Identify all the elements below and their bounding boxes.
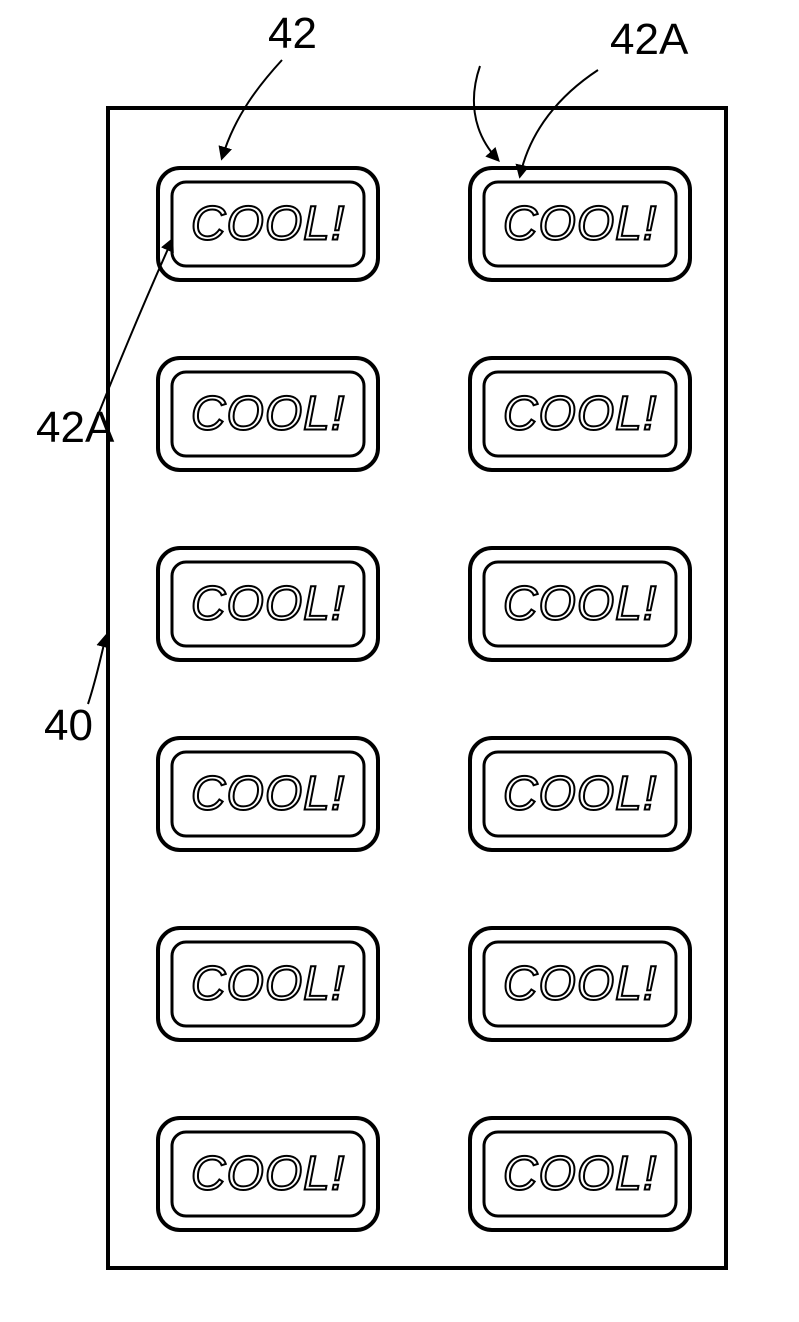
callout-label: 42A [36,403,115,452]
callout-label: 42 [268,9,317,58]
label-box: COOL! [158,548,378,660]
label-box-text: COOL! [191,578,345,631]
callout-42A-left: 42A [36,240,172,452]
label-box-text: COOL! [191,388,345,441]
callout-leader [88,636,106,704]
label-box-text: COOL! [503,1148,657,1201]
label-box: COOL! [158,1118,378,1230]
figure-canvas: COOL! COOL! COOL! COOL! COOL! COOL! COOL! COOL!… [0,0,799,1322]
callout-42-left: 42 [222,9,317,158]
label-box: COOL! [470,928,690,1040]
callout-leader [520,70,598,176]
figure-svg: COOL! COOL! COOL! COOL! COOL! COOL! COOL! COOL!… [0,0,799,1322]
label-box: COOL! [470,358,690,470]
label-box-text: COOL! [191,1148,345,1201]
callout-40: 40 [44,636,106,750]
label-box: COOL! [470,738,690,850]
label-box: COOL! [470,548,690,660]
label-box-text: COOL! [191,198,345,251]
label-box: COOL! [158,168,378,280]
callout-label: 40 [44,701,93,750]
label-box: COOL! [470,168,690,280]
label-box-text: COOL! [503,958,657,1011]
callout-42-right [474,66,498,160]
callout-label: 42A [610,15,689,64]
label-box-text: COOL! [503,198,657,251]
label-box-text: COOL! [191,958,345,1011]
label-box: COOL! [470,1118,690,1230]
callout-42A-right: 42A [520,15,689,176]
label-box: COOL! [158,928,378,1040]
label-box-text: COOL! [191,768,345,821]
callout-leader [474,66,498,160]
label-box: COOL! [158,738,378,850]
label-box-text: COOL! [503,768,657,821]
label-box-text: COOL! [503,388,657,441]
label-box-text: COOL! [503,578,657,631]
label-box: COOL! [158,358,378,470]
